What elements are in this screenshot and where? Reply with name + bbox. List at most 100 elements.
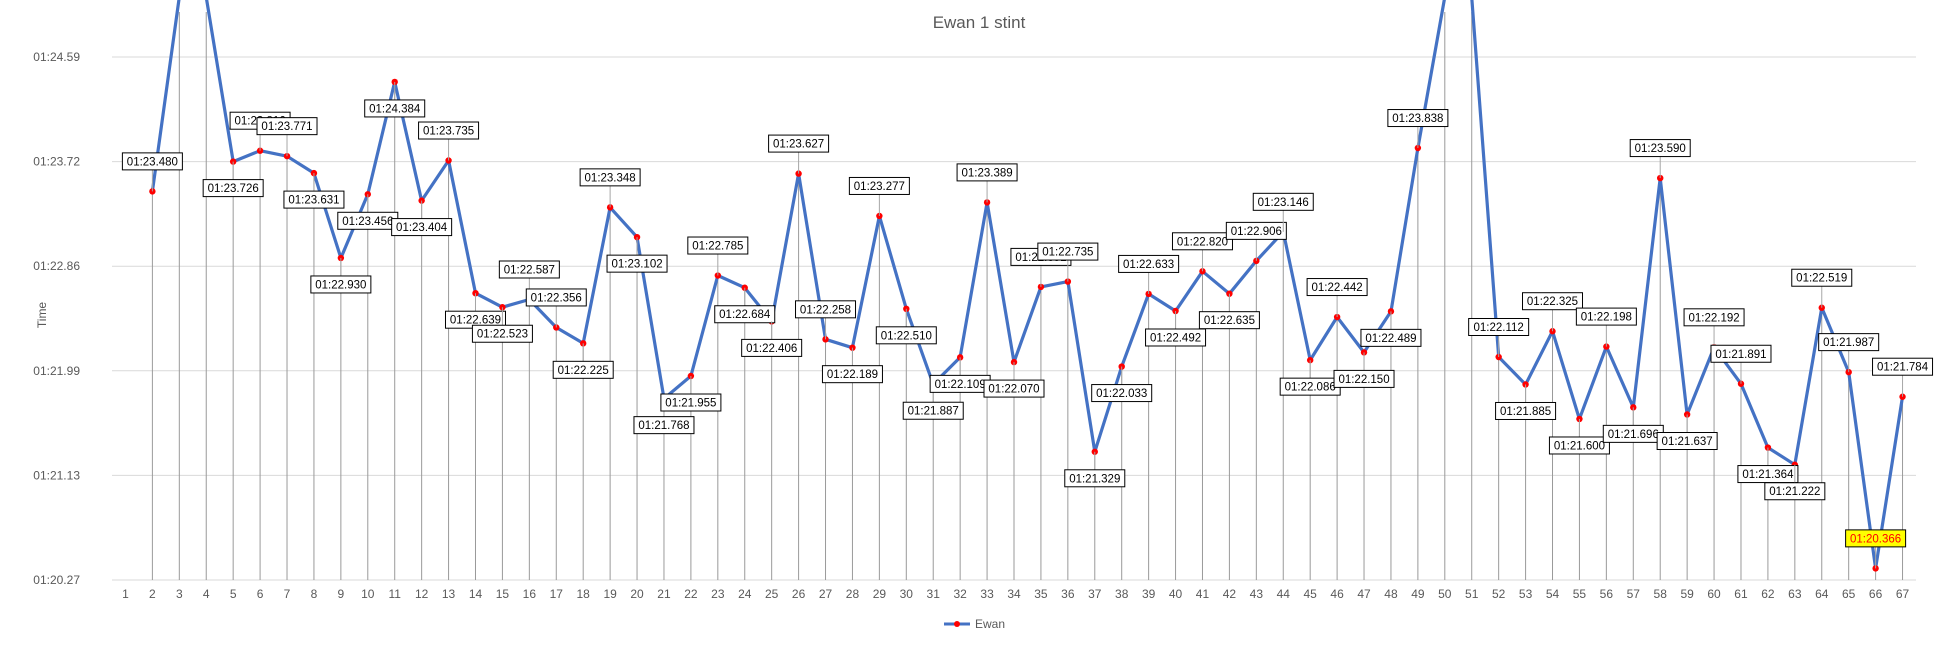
data-label-box bbox=[283, 190, 345, 209]
x-tick-label: 17 bbox=[550, 587, 564, 601]
x-tick-label: 4 bbox=[203, 587, 210, 601]
data-label-box bbox=[364, 99, 426, 118]
data-label-box bbox=[1198, 311, 1260, 330]
x-tick-label: 25 bbox=[765, 587, 779, 601]
x-tick-label: 48 bbox=[1384, 587, 1398, 601]
x-tick-label: 9 bbox=[338, 587, 345, 601]
x-tick-label: 44 bbox=[1277, 587, 1291, 601]
y-tick-label: 01:22.86 bbox=[33, 259, 80, 273]
x-tick-label: 22 bbox=[684, 587, 698, 601]
x-tick-label: 61 bbox=[1734, 587, 1748, 601]
data-point bbox=[1522, 381, 1529, 388]
x-tick-label: 49 bbox=[1411, 587, 1425, 601]
data-label-box bbox=[1360, 328, 1422, 347]
drop-lines bbox=[151, 12, 1904, 580]
data-label: 01:22.189 bbox=[827, 369, 878, 381]
data-label-box bbox=[1656, 432, 1718, 451]
y-tick-labels: 01:20.27 01:21.13 01:21.99 01:22.86 01:23.72… bbox=[33, 50, 80, 587]
data-label-box bbox=[498, 260, 560, 279]
data-label-box bbox=[741, 338, 803, 357]
data-point bbox=[1360, 349, 1368, 356]
x-tick-label: 10 bbox=[361, 587, 375, 601]
data-label-box bbox=[956, 163, 1018, 182]
data-label: 01:21.329 bbox=[1069, 473, 1120, 485]
data-label-box bbox=[633, 416, 695, 435]
data-point bbox=[1172, 307, 1179, 315]
data-label: 01:23.627 bbox=[773, 139, 824, 151]
data-label: 01:23.404 bbox=[396, 222, 448, 234]
data-label-box bbox=[1145, 328, 1207, 347]
x-tick-label: 60 bbox=[1707, 587, 1721, 601]
data-label: 01:23.348 bbox=[585, 172, 636, 184]
data-label-box bbox=[1495, 401, 1557, 420]
x-tick-label: 3 bbox=[176, 587, 183, 601]
x-tick-label: 12 bbox=[415, 587, 429, 601]
data-label: 01:22.225 bbox=[558, 365, 609, 377]
x-tick-label: 37 bbox=[1088, 587, 1102, 601]
x-tick-label: 1 bbox=[122, 587, 129, 601]
data-label: 01:22.070 bbox=[988, 384, 1039, 396]
data-label-box bbox=[1118, 254, 1180, 273]
data-label: 01:23.277 bbox=[854, 181, 905, 193]
data-label-box bbox=[1575, 307, 1637, 326]
x-tick-label: 36 bbox=[1061, 587, 1075, 601]
x-tick-label: 65 bbox=[1842, 587, 1856, 601]
data-label-box bbox=[1387, 109, 1449, 128]
data-label-box bbox=[983, 379, 1045, 398]
data-label-box bbox=[310, 275, 372, 294]
x-tick-label: 58 bbox=[1654, 587, 1668, 601]
x-tick-label: 30 bbox=[900, 587, 914, 601]
x-tick-label: 67 bbox=[1896, 587, 1910, 601]
data-label: 01:22.930 bbox=[315, 279, 366, 291]
data-label-box bbox=[1091, 384, 1153, 403]
data-label: 01:23.735 bbox=[423, 126, 474, 138]
x-tick-label: 63 bbox=[1788, 587, 1802, 601]
x-tick-label: 2 bbox=[149, 587, 156, 601]
data-label-box bbox=[768, 134, 830, 153]
data-label-box bbox=[1764, 482, 1826, 501]
data-label: 01:22.112 bbox=[1474, 322, 1524, 334]
x-tick-label: 8 bbox=[311, 587, 318, 601]
data-label-box bbox=[821, 365, 883, 384]
data-label: 01:20.366 bbox=[1850, 533, 1901, 545]
data-label: 01:22.086 bbox=[1285, 382, 1336, 394]
x-tick-label: 43 bbox=[1250, 587, 1264, 601]
data-label: 01:21.784 bbox=[1877, 362, 1929, 374]
data-label: 01:22.639 bbox=[450, 315, 501, 327]
data-label: 01:23.146 bbox=[1258, 197, 1309, 209]
data-label: 01:24.384 bbox=[369, 103, 421, 115]
x-tick-label: 33 bbox=[980, 587, 994, 601]
series-lines bbox=[150, 0, 1905, 570]
data-label: 01:22.785 bbox=[692, 241, 743, 253]
x-tick-label: 52 bbox=[1492, 587, 1506, 601]
x-tick-label: 35 bbox=[1034, 587, 1048, 601]
y-tick-label: 01:20.27 bbox=[33, 573, 80, 587]
data-label: 01:22.150 bbox=[1338, 374, 1389, 386]
x-tick-label: 23 bbox=[711, 587, 725, 601]
data-label-box bbox=[795, 300, 857, 319]
data-label: 01:23.726 bbox=[208, 183, 259, 195]
x-tick-label: 7 bbox=[284, 587, 291, 601]
x-tick-label: 53 bbox=[1519, 587, 1533, 601]
x-tick-label: 26 bbox=[792, 587, 806, 601]
x-tick-label: 32 bbox=[953, 587, 967, 601]
x-tick-label: 14 bbox=[469, 587, 483, 601]
x-tick-label: 66 bbox=[1869, 587, 1883, 601]
data-label-box bbox=[1872, 357, 1934, 376]
data-label: 01:23.389 bbox=[961, 167, 1012, 179]
data-point bbox=[849, 344, 856, 351]
data-label-box bbox=[202, 179, 264, 198]
data-label: 01:22.820 bbox=[1177, 236, 1228, 248]
x-tick-label: 27 bbox=[819, 587, 833, 601]
data-label-box bbox=[1252, 192, 1314, 211]
data-label: 01:22.109 bbox=[935, 379, 986, 391]
data-label-box bbox=[606, 254, 668, 273]
y-tick-label: 01:21.99 bbox=[33, 364, 80, 378]
data-label: 01:22.356 bbox=[531, 292, 582, 304]
x-tick-label: 34 bbox=[1007, 587, 1021, 601]
x-tick-label: 21 bbox=[657, 587, 671, 601]
data-label: 01:22.489 bbox=[1365, 333, 1416, 345]
x-tick-label: 62 bbox=[1761, 587, 1775, 601]
data-label-box bbox=[1522, 292, 1584, 311]
